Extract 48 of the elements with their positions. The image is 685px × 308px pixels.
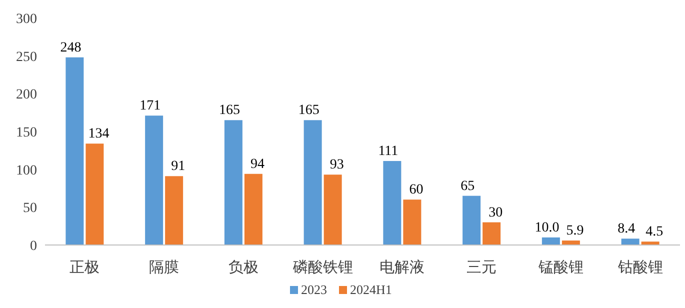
data-label: 8.4 — [618, 222, 636, 237]
bar — [462, 196, 481, 245]
bar — [244, 174, 262, 245]
bar — [562, 240, 580, 245]
bar — [304, 120, 322, 245]
bar — [224, 120, 242, 245]
x-tick-label: 锰酸锂 — [537, 259, 584, 276]
bar — [383, 161, 402, 245]
data-label: 165 — [298, 103, 320, 118]
bar — [165, 176, 184, 245]
bar — [621, 238, 640, 245]
data-label: 91 — [171, 159, 186, 174]
legend-label: 2023 — [301, 282, 327, 297]
data-label: 30 — [488, 205, 503, 220]
x-tick-label: 正极 — [70, 259, 100, 276]
y-tick-label: 0 — [30, 239, 37, 254]
x-tick-label: 负极 — [228, 259, 258, 276]
x-tick-label: 隔膜 — [149, 259, 180, 276]
data-label: 134 — [88, 126, 110, 142]
bar — [86, 144, 104, 245]
y-tick-label: 300 — [16, 12, 37, 27]
bar — [482, 222, 501, 245]
y-tick-label: 50 — [23, 201, 37, 216]
x-tick-label: 磷酸铁锂 — [292, 259, 353, 276]
data-label: 171 — [140, 98, 161, 114]
x-tick-label: 三元 — [466, 260, 497, 276]
bar — [66, 57, 84, 245]
data-label: 10.0 — [534, 220, 560, 236]
y-tick-label: 250 — [16, 50, 37, 65]
data-label: 248 — [60, 40, 82, 56]
data-label: 5.9 — [566, 224, 584, 239]
legend-label: 2024H1 — [350, 282, 392, 297]
x-tick-label: 电解液 — [380, 259, 425, 276]
data-label: 4.5 — [646, 224, 664, 240]
bar — [542, 237, 560, 245]
y-tick-label: 150 — [16, 126, 37, 140]
y-tick-label: 200 — [16, 88, 37, 103]
data-label: 111 — [378, 144, 398, 160]
y-tick-label: 100 — [16, 163, 37, 178]
bar — [324, 174, 342, 245]
data-label: 60 — [409, 182, 424, 198]
x-tick-label: 钴酸锂 — [616, 259, 663, 276]
data-label: 93 — [330, 158, 344, 173]
bar — [403, 200, 422, 245]
bar — [145, 116, 164, 245]
data-label: 165 — [218, 103, 240, 118]
data-label: 65 — [460, 178, 475, 194]
data-label: 94 — [250, 156, 264, 172]
